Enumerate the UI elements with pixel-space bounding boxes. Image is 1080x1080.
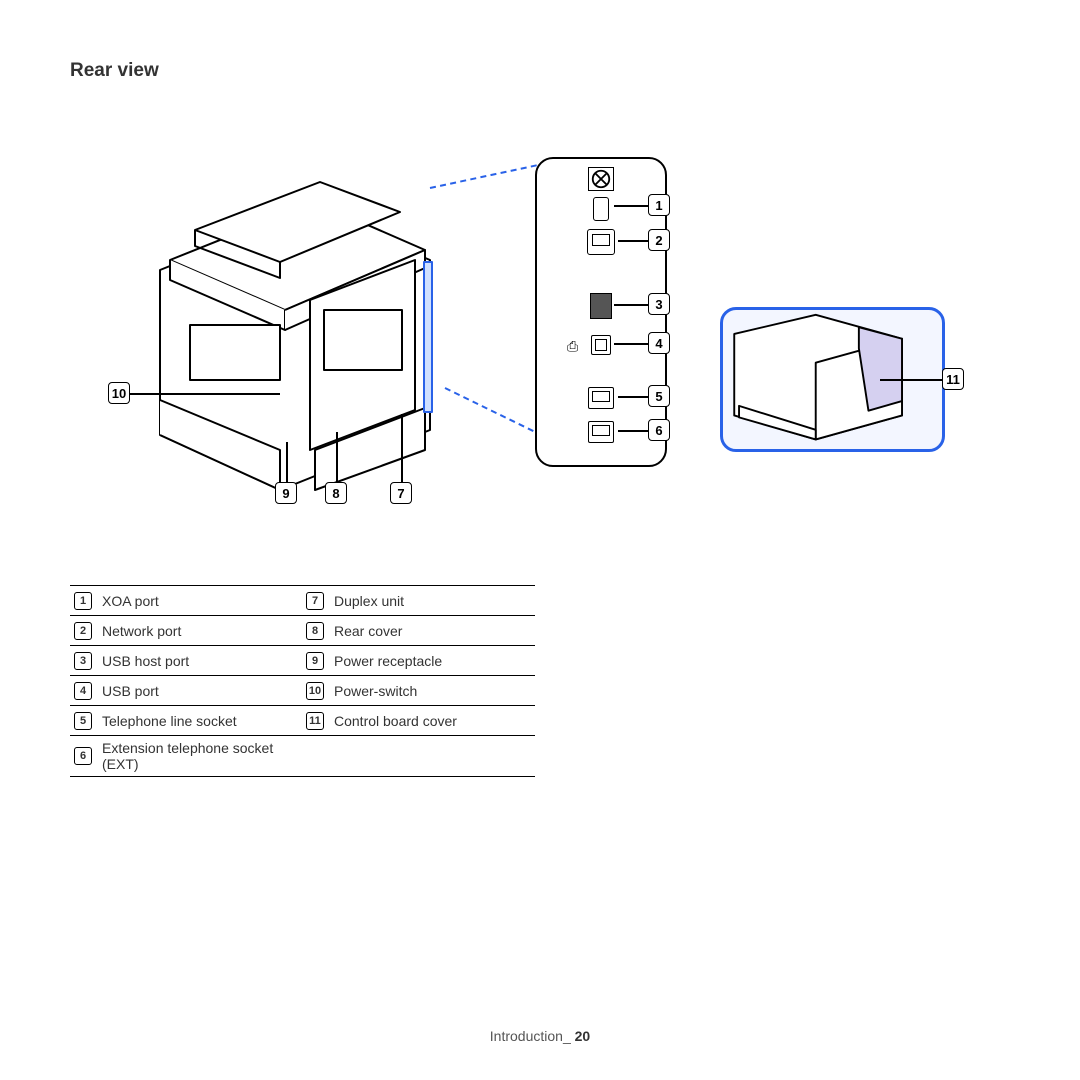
leader-line <box>618 240 648 242</box>
legend-cell: 10 Power-switch <box>302 682 534 700</box>
num-badge: 2 <box>74 622 92 640</box>
callout-label: 10 <box>112 387 126 400</box>
page-title: Rear view <box>70 60 1010 82</box>
callout-label: 7 <box>397 487 404 500</box>
callout-label: 11 <box>946 373 960 386</box>
num-badge: 1 <box>74 592 92 610</box>
legend-cell: 5 Telephone line socket <box>70 712 302 730</box>
leader-line <box>618 430 648 432</box>
printer-illustration <box>140 150 440 490</box>
num-badge: 3 <box>74 652 92 670</box>
callout-5: 5 <box>648 385 670 407</box>
leader-line <box>401 414 403 482</box>
legend-cell: 7 Duplex unit <box>302 592 534 610</box>
num-badge: 8 <box>306 622 324 640</box>
num-badge: 6 <box>74 747 92 765</box>
callout-8: 8 <box>325 482 347 504</box>
table-row: 4 USB port 10 Power-switch <box>70 676 535 706</box>
callout-label: 9 <box>282 487 289 500</box>
table-row: 2 Network port 8 Rear cover <box>70 616 535 646</box>
callout-label: 3 <box>655 298 662 311</box>
legend-text: USB port <box>102 683 159 699</box>
legend-cell: 3 USB host port <box>70 652 302 670</box>
callout-label: 8 <box>332 487 339 500</box>
callout-label: 1 <box>655 199 662 212</box>
footer-sep: _ <box>563 1028 571 1044</box>
line-socket-icon <box>588 387 614 409</box>
num-badge: 9 <box>306 652 324 670</box>
leader-line <box>336 432 338 482</box>
usb-symbol-icon: ⎙ <box>567 338 578 355</box>
leader-line <box>618 396 648 398</box>
callout-label: 5 <box>655 390 662 403</box>
num-badge: 11 <box>306 712 324 730</box>
legend-text: Control board cover <box>334 713 457 729</box>
callout-6: 6 <box>648 419 670 441</box>
legend-text: Duplex unit <box>334 593 404 609</box>
callout-10: 10 <box>108 382 130 404</box>
table-row: 6 Extension telephone socket (EXT) <box>70 736 535 777</box>
legend-table: 1 XOA port 7 Duplex unit 2 Network port 8 Re… <box>70 585 535 777</box>
num-badge: 4 <box>74 682 92 700</box>
footer-page: 20 <box>575 1028 591 1044</box>
leader-line <box>130 393 280 395</box>
num-badge: 10 <box>306 682 324 700</box>
legend-cell: 8 Rear cover <box>302 622 534 640</box>
legend-text: Rear cover <box>334 623 402 639</box>
xoa-icon <box>588 167 614 191</box>
callout-11: 11 <box>942 368 964 390</box>
legend-cell: 2 Network port <box>70 622 302 640</box>
table-row: 1 XOA port 7 Duplex unit <box>70 586 535 616</box>
callout-label: 4 <box>655 337 662 350</box>
table-row: 3 USB host port 9 Power receptacle <box>70 646 535 676</box>
legend-text: XOA port <box>102 593 159 609</box>
legend-text: Power receptacle <box>334 653 442 669</box>
legend-cell: 9 Power receptacle <box>302 652 534 670</box>
leader-line <box>286 442 288 482</box>
usb-port-icon <box>591 335 611 355</box>
table-row: 5 Telephone line socket 11 Control board c… <box>70 706 535 736</box>
callout-4: 4 <box>648 332 670 354</box>
legend-cell: 4 USB port <box>70 682 302 700</box>
callout-9: 9 <box>275 482 297 504</box>
legend-text: Power-switch <box>334 683 417 699</box>
num-badge: 7 <box>306 592 324 610</box>
ext-socket-icon <box>588 421 614 443</box>
footer-section: Introduction <box>490 1028 563 1044</box>
callout-label: 2 <box>655 234 662 247</box>
legend-text: Telephone line socket <box>102 713 237 729</box>
legend-cell: 1 XOA port <box>70 592 302 610</box>
callout-1: 1 <box>648 194 670 216</box>
diagram-area: 10 9 8 7 ⎙ 1 2 3 4 5 6 <box>70 132 1010 562</box>
page-footer: Introduction_ 20 <box>0 1028 1080 1044</box>
callout-2: 2 <box>648 229 670 251</box>
leader-line <box>614 205 648 207</box>
legend-text: Network port <box>102 623 181 639</box>
xoa-port-icon <box>593 197 609 221</box>
legend-cell: 6 Extension telephone socket (EXT) <box>70 740 302 772</box>
callout-label: 6 <box>655 424 662 437</box>
legend-text: USB host port <box>102 653 189 669</box>
usb-host-port-icon <box>590 293 612 319</box>
leader-line <box>614 304 648 306</box>
legend-text: Extension telephone socket (EXT) <box>102 740 302 772</box>
num-badge: 5 <box>74 712 92 730</box>
callout-7: 7 <box>390 482 412 504</box>
leader-line <box>614 343 648 345</box>
leader-line <box>880 379 942 381</box>
legend-cell: 11 Control board cover <box>302 712 534 730</box>
callout-3: 3 <box>648 293 670 315</box>
network-port-icon <box>587 229 615 255</box>
